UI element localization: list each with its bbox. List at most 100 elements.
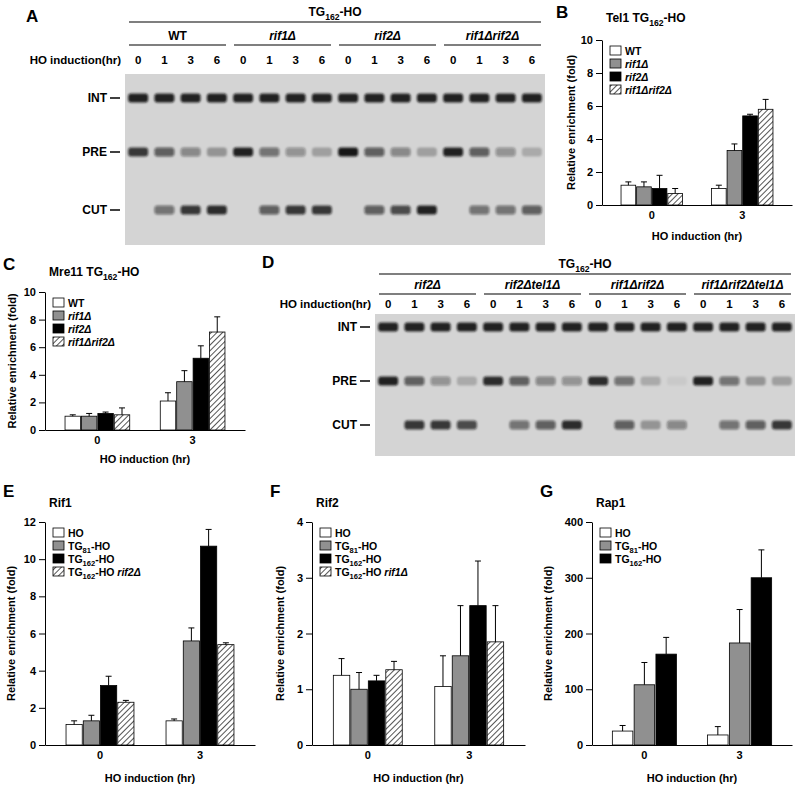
y-tick: 0: [587, 199, 602, 211]
bar: [65, 416, 80, 430]
axis-line: [312, 523, 313, 746]
band: [614, 323, 634, 332]
legend-entry: WT: [68, 297, 85, 309]
band: [154, 206, 174, 215]
legend-entry: HO: [335, 527, 351, 539]
band: [378, 377, 398, 386]
y-axis: 024681012: [24, 516, 46, 751]
text-part: TG: [86, 265, 103, 279]
tick-label: 0: [577, 739, 583, 751]
legend-swatch: [610, 46, 621, 55]
text-part: 3: [187, 54, 193, 66]
tick-label: 0: [94, 434, 100, 446]
text-part: PRE: [332, 374, 357, 388]
panel-label: B: [556, 3, 568, 22]
chart-title: Mre11 TG162-HO: [49, 265, 139, 282]
lane-label: 3: [542, 298, 548, 310]
text-part: 0: [385, 298, 391, 310]
legend-entry: TG162-HO: [615, 553, 661, 568]
tick-mark: [306, 522, 312, 523]
error-bar: [181, 371, 187, 382]
y-tick: 12: [24, 516, 45, 528]
bar: [83, 721, 99, 745]
tick-label: 2: [297, 628, 303, 640]
text-part: HO: [68, 527, 84, 539]
tick-label: 0: [97, 749, 103, 761]
axis-line: [602, 41, 603, 206]
band: [312, 94, 332, 103]
group-rule: [484, 293, 581, 294]
tick-label: 8: [30, 590, 36, 602]
tick-label: 0: [649, 209, 655, 221]
text-part: 162: [103, 272, 118, 282]
row-label: HO induction(hr): [30, 54, 122, 66]
band: [667, 323, 687, 332]
tick-label: 1: [297, 683, 303, 695]
tick-mark: [39, 402, 45, 403]
x-tick: 0: [641, 745, 647, 761]
legend: WTrif1Δrif2Δrif1Δrif2Δ: [610, 45, 672, 96]
axis-line: [592, 523, 593, 746]
legend-swatch: [610, 85, 621, 94]
legend-swatch: [53, 541, 64, 550]
text-part: 6: [779, 298, 785, 310]
text-part: 1: [476, 54, 483, 66]
error-bar: [70, 415, 76, 416]
text-part: rif2Δ: [374, 29, 401, 43]
text-part: 0: [490, 298, 496, 310]
error-bar: [374, 675, 380, 681]
text-part: rif2Δ: [505, 278, 532, 292]
band: [181, 148, 201, 157]
band: [536, 323, 556, 332]
legend-entry: TG162-HO rif1Δ: [335, 566, 408, 581]
bar: [98, 413, 113, 430]
text-part: 1: [161, 54, 168, 66]
bar: [166, 721, 182, 745]
band: [522, 206, 542, 215]
lane-label: 6: [674, 298, 680, 310]
text-part: HO induction (hr): [647, 772, 738, 784]
tick-mark: [306, 745, 312, 746]
axis-line: [46, 430, 246, 431]
group-rule: [339, 44, 436, 45]
bar: [351, 689, 367, 745]
bar: [470, 606, 486, 745]
x-axis: 03: [603, 205, 793, 221]
group-rule: [234, 44, 331, 45]
text-part: 162: [630, 559, 643, 568]
row-label: HO induction(hr): [280, 298, 372, 310]
tick-mark: [586, 634, 592, 635]
text-part: rif1Δ: [466, 29, 493, 43]
axis-line: [45, 523, 46, 746]
bar-panel: GRap1010020030040003HO induction (hr)Rel…: [540, 482, 793, 784]
text-part: Relative enrichment (fold): [274, 566, 286, 701]
band: [772, 377, 792, 386]
x-axis-title: HO induction (hr): [647, 772, 738, 784]
legend-swatch: [600, 541, 611, 550]
error-bar: [356, 673, 362, 690]
error-bar: [214, 317, 220, 332]
band: [431, 377, 451, 386]
bar: [177, 382, 192, 430]
chart-title: Tel1 TG162-HO: [606, 11, 686, 28]
text-part: Relative enrichment (fold): [6, 293, 18, 428]
text-part: rif2Δ: [91, 336, 114, 348]
error-bar: [716, 185, 722, 188]
tick-label: 100: [565, 683, 583, 695]
tick-label: 0: [297, 739, 303, 751]
group-label: rif2Δ: [374, 29, 401, 43]
text-part: TG: [615, 553, 630, 565]
text-part: rif1Δ: [625, 84, 648, 96]
text-part: rif1Δ: [68, 336, 91, 348]
text-part: 6: [529, 54, 535, 66]
legend-entry: rif1Δrif2Δ: [68, 336, 115, 348]
y-tick: 10: [24, 553, 45, 565]
x-tick: 3: [190, 430, 196, 446]
tick-mark: [39, 596, 45, 597]
tick-mark: [596, 40, 602, 41]
gel-background: [125, 74, 545, 245]
tick-mark: [39, 292, 45, 293]
legend-swatch: [53, 337, 64, 346]
error-bar: [391, 661, 397, 669]
y-tick: 6: [30, 341, 45, 353]
